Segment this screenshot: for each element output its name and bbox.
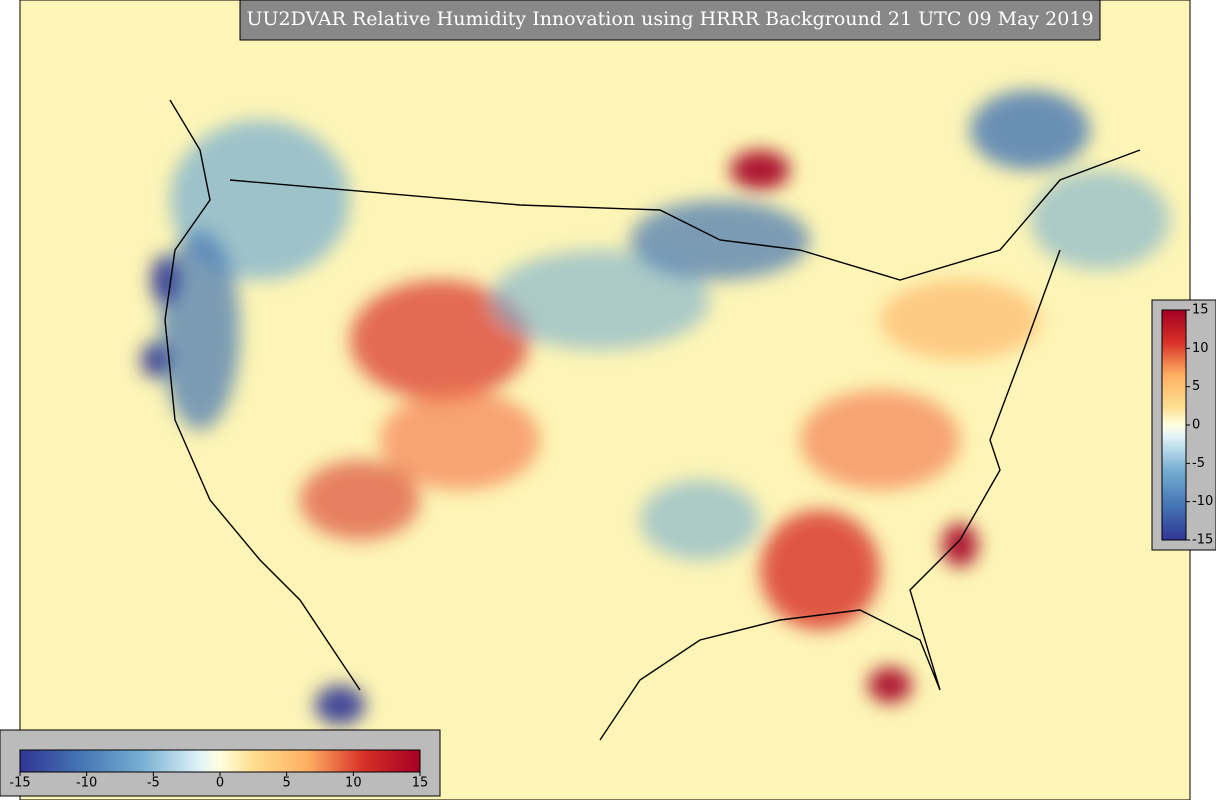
- bottom-colorbar: [19, 749, 421, 773]
- colorbar-tick-label: 15: [412, 776, 429, 791]
- colorbar-tick-label: 5: [1192, 379, 1200, 394]
- colorbar-tick-label: -5: [1192, 456, 1205, 471]
- colorbar-tick-label: 10: [345, 776, 362, 791]
- colorbar-tick-label: 10: [1192, 341, 1209, 356]
- colorbar-tick-label: -10: [1192, 494, 1213, 509]
- colorbar-tick-label: 0: [216, 776, 224, 791]
- colorbar-tick-label: 5: [283, 776, 291, 791]
- colorbar-tick-label: -5: [147, 776, 160, 791]
- right-colorbar: [1161, 309, 1187, 541]
- colorbar-tick-label: 15: [1192, 303, 1209, 318]
- colorbar-tick-label: 0: [1192, 418, 1200, 433]
- colorbar-tick-label: -15: [9, 776, 30, 791]
- coastlines: [164, 99, 1141, 741]
- map-title: UU2DVAR Relative Humidity Innovation usi…: [246, 8, 1093, 30]
- colorbar-tick-label: -15: [1192, 533, 1213, 548]
- title-box: [239, 0, 1101, 41]
- colorbar-tick-label: -10: [76, 776, 97, 791]
